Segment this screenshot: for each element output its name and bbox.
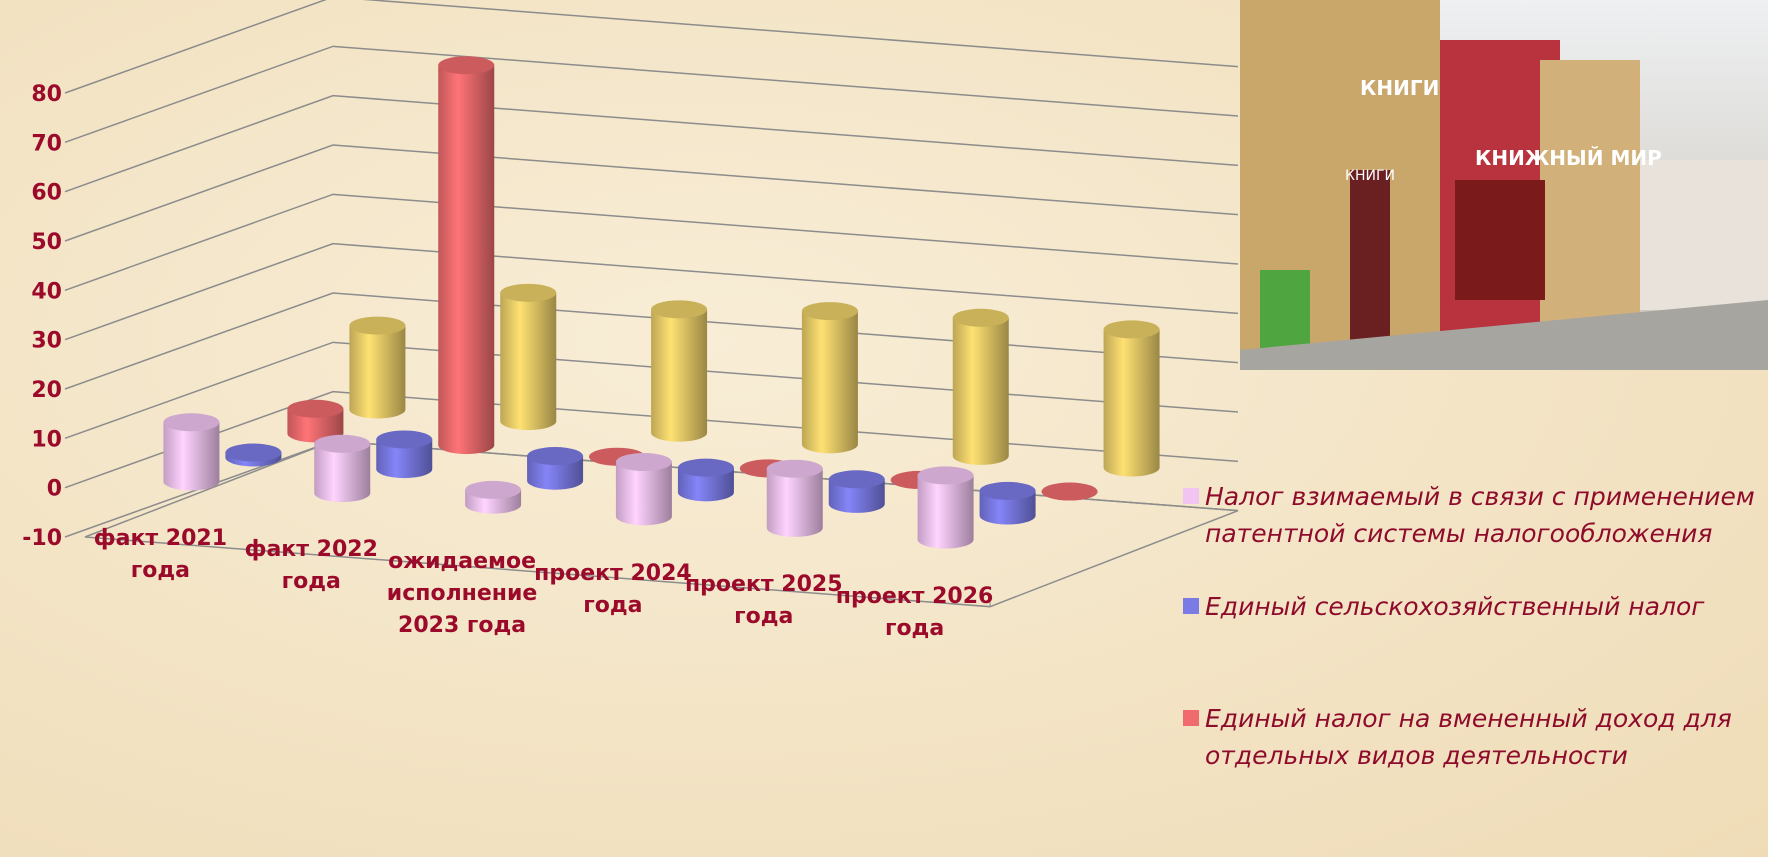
y-tick-label: 50 xyxy=(31,230,62,255)
bar-top xyxy=(918,466,974,484)
y-tick-label: 0 xyxy=(47,477,62,502)
bar-top xyxy=(1104,320,1160,338)
y-tick-label: -10 xyxy=(22,526,62,551)
photo-sign: КНИГИ xyxy=(1360,76,1439,100)
bar-body xyxy=(500,293,556,430)
bar xyxy=(918,466,974,548)
bar-top xyxy=(163,413,219,431)
y-tick-label: 80 xyxy=(31,82,62,107)
bar-body xyxy=(163,422,219,490)
bar xyxy=(225,444,281,467)
bar xyxy=(376,430,432,478)
legend-item: Налог взимаемый в связи с применением па… xyxy=(1205,478,1765,552)
bar-top xyxy=(829,470,885,488)
bar xyxy=(767,460,823,537)
x-tick-label: проект 2025 года xyxy=(684,569,844,633)
bar-top xyxy=(438,56,494,74)
legend-label: Налог взимаемый в связи с применением па… xyxy=(1205,482,1755,548)
photo: КНИГИ КНИГИ КНИЖНЫЙ МИР xyxy=(1240,0,1768,370)
bar-body xyxy=(651,309,707,441)
bar xyxy=(500,284,556,430)
bar xyxy=(314,435,370,502)
bar xyxy=(1104,320,1160,476)
bar-top xyxy=(616,453,672,471)
bar xyxy=(465,481,521,514)
bar-top xyxy=(767,460,823,478)
y-tick-label: 70 xyxy=(31,131,62,156)
bar-body xyxy=(767,469,823,537)
bar xyxy=(349,317,405,419)
bar xyxy=(616,453,672,525)
y-tick-label: 30 xyxy=(31,329,62,354)
bar-body xyxy=(438,65,494,454)
legend-swatch xyxy=(1183,598,1199,614)
bar-top xyxy=(1042,483,1098,501)
photo-sign: КНИЖНЫЙ МИР xyxy=(1475,146,1662,170)
bar-top xyxy=(953,309,1009,327)
bar xyxy=(527,447,583,490)
bar xyxy=(829,470,885,513)
bar-top xyxy=(651,300,707,318)
x-tick-label: проект 2024 года xyxy=(533,558,693,622)
bar xyxy=(651,300,707,441)
bar xyxy=(1042,483,1098,501)
legend-label: Единый сельскохозяйственный налог xyxy=(1205,592,1704,621)
bar-body xyxy=(616,462,672,525)
bar xyxy=(438,56,494,454)
legend-label: Единый налог на вмененный доход для отде… xyxy=(1205,704,1732,770)
bar-top xyxy=(500,284,556,302)
legend-swatch xyxy=(1183,488,1199,504)
bar-top xyxy=(287,400,343,418)
bar-top xyxy=(527,447,583,465)
bar-body xyxy=(953,318,1009,465)
bar xyxy=(163,413,219,490)
bar-top xyxy=(465,481,521,499)
slide: -10 0 10 20 30 40 50 60 70 80 КНИГИ КНИГИ КНИЖНЫЙ… xyxy=(0,0,1768,857)
bar-top xyxy=(376,430,432,448)
y-tick-label: 10 xyxy=(31,427,62,452)
bar-top xyxy=(678,459,734,477)
bar-top xyxy=(980,482,1036,500)
bar-top xyxy=(225,444,281,462)
bar xyxy=(953,309,1009,465)
legend-item: Единый сельскохозяйственный налог xyxy=(1205,588,1765,625)
bar-top xyxy=(802,302,858,320)
bar-body xyxy=(1104,329,1160,476)
y-tick-label: 20 xyxy=(31,378,62,403)
legend-item: Единый налог на вмененный доход для отде… xyxy=(1205,700,1765,774)
x-tick-label: факт 2021 года xyxy=(80,523,240,587)
bar-top xyxy=(349,317,405,335)
bar xyxy=(678,459,734,502)
photo-sign: КНИГИ xyxy=(1345,168,1395,184)
x-tick-label: ожидаемое исполнение 2023 года xyxy=(382,546,542,642)
y-tick-label: 60 xyxy=(31,181,62,206)
bar xyxy=(980,482,1036,525)
bar-body xyxy=(349,326,405,419)
bar-body xyxy=(802,311,858,453)
legend-swatch xyxy=(1183,710,1199,726)
x-tick-label: проект 2026 года xyxy=(835,581,995,645)
bar-body xyxy=(918,475,974,548)
x-tick-label: факт 2022 года xyxy=(231,534,391,598)
y-tick-label: 40 xyxy=(31,279,62,304)
bar xyxy=(802,302,858,453)
bar-top xyxy=(314,435,370,453)
